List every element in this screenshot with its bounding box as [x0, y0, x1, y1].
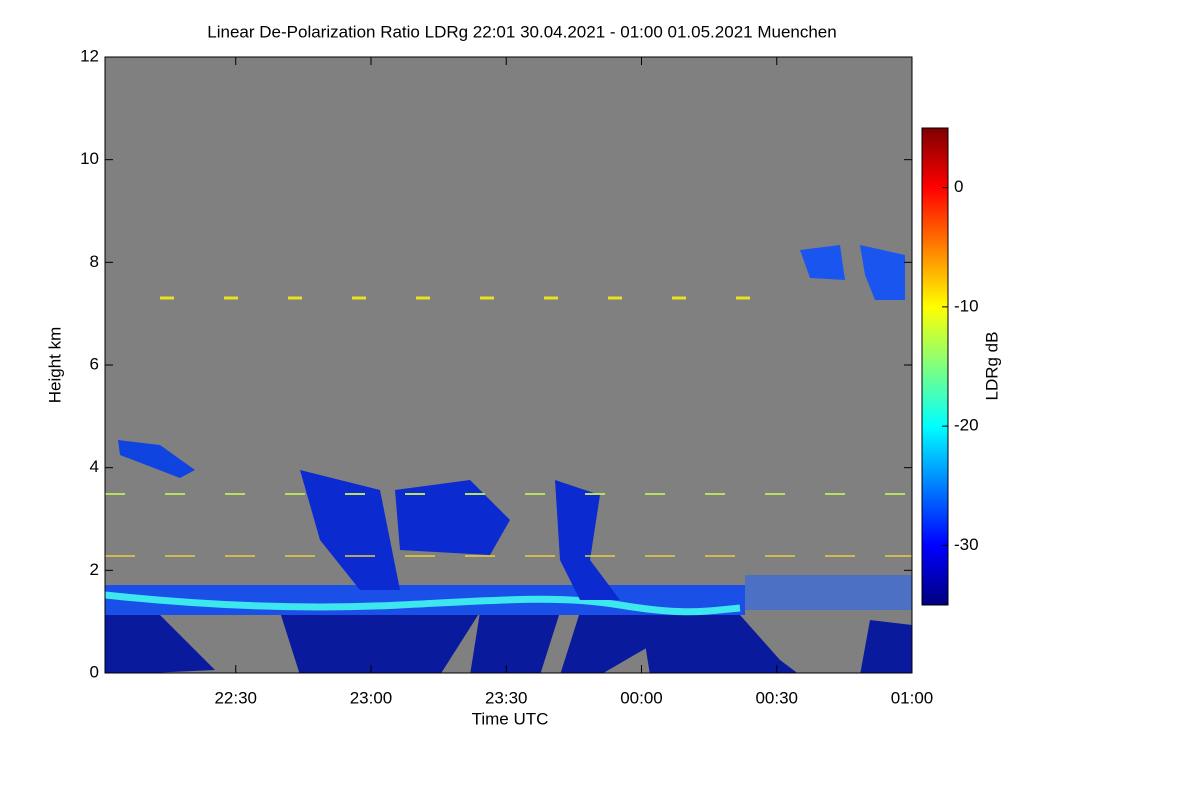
x-tick-label: 23:00: [350, 688, 393, 707]
x-tick-label: 23:30: [485, 688, 528, 707]
y-tick-label: 2: [90, 560, 99, 579]
y-tick-label: 6: [90, 354, 99, 373]
colorbar-tick-label: -30: [954, 535, 979, 554]
boundary-layer: [105, 591, 741, 616]
x-tick-label: 01:00: [891, 688, 934, 707]
y-tick-label: 4: [90, 457, 99, 476]
ground-echo: [560, 612, 660, 673]
chart-title: Linear De-Polarization Ratio LDRg 22:01 …: [207, 22, 836, 41]
colorbar-tick-label: 0: [954, 177, 963, 196]
y-tick-label: 8: [90, 252, 99, 271]
ground-echo: [280, 612, 480, 673]
cloud: [395, 480, 510, 555]
cloud: [118, 440, 195, 478]
colorbar-label: LDRg dB: [982, 332, 1001, 401]
x-axis-label: Time UTC: [472, 709, 549, 728]
x-tick-label: 00:00: [620, 688, 663, 707]
y-tick-label: 12: [80, 46, 99, 65]
ground-echo: [860, 620, 912, 673]
aerosol-layer: [745, 575, 912, 610]
colorbar-tick-label: -20: [954, 416, 979, 435]
lidar-image: [105, 245, 912, 673]
y-axis-label: Height km: [45, 327, 64, 404]
x-tick-label: 00:30: [755, 688, 798, 707]
cloud: [300, 470, 400, 590]
ground-echo: [105, 615, 215, 673]
cloud: [555, 480, 620, 600]
ground-echo: [640, 612, 798, 673]
plot-background: [105, 57, 912, 673]
y-tick-label: 10: [80, 149, 99, 168]
cirrus: [860, 245, 905, 300]
x-tick-label: 22:30: [214, 688, 257, 707]
y-tick-label: 0: [90, 662, 99, 681]
cirrus: [800, 245, 845, 280]
colorbar: [921, 127, 949, 606]
colorbar-tick-label: -10: [954, 296, 979, 315]
ground-echo: [470, 612, 560, 673]
